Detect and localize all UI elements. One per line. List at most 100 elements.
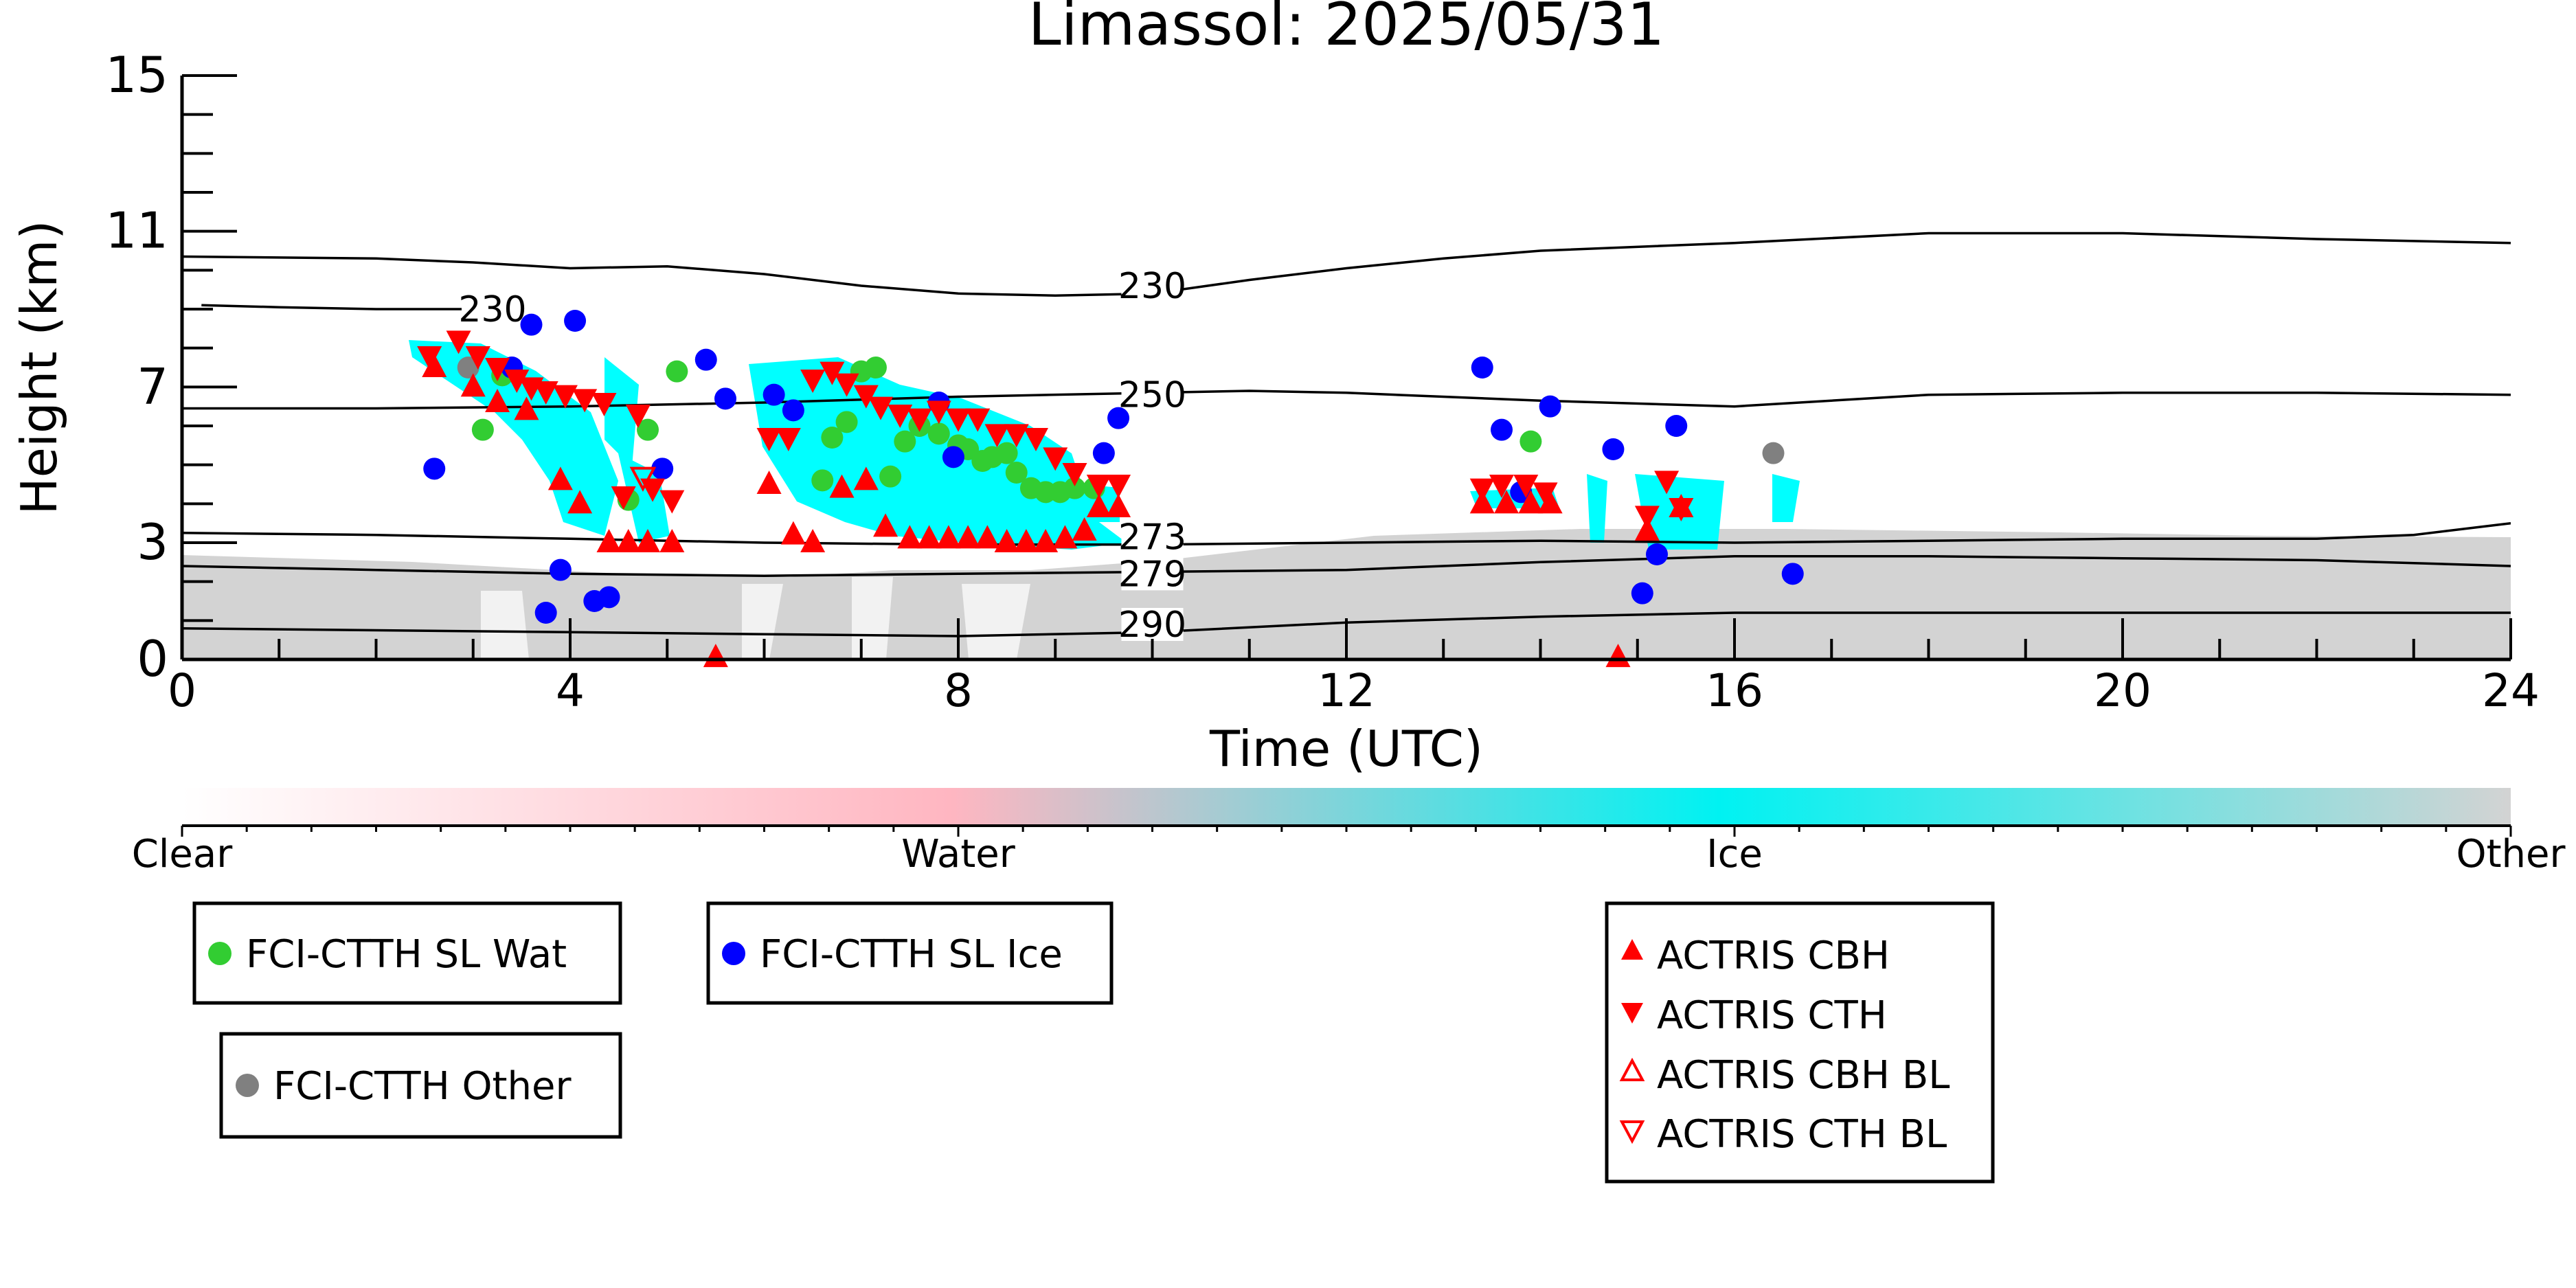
marker-fci-ctth-sl-ice (942, 446, 964, 468)
marker-actris-cbh (703, 644, 728, 668)
marker-fci-ctth-sl-wat (835, 411, 858, 433)
marker-actris-cth-bl (629, 466, 657, 492)
legend-label-water: FCI-CTTH SL Wat (246, 932, 567, 977)
marker-actris-cbh (615, 529, 641, 552)
legend-label-cth-bl: ACTRIS CTH BL (1657, 1112, 1947, 1157)
y-tick-label: 7 (137, 357, 168, 415)
y-tick-label: 15 (105, 46, 168, 104)
marker-actris-cth (1024, 428, 1048, 451)
x-tick-label: 20 (2094, 664, 2151, 717)
legend-label-ice: FCI-CTTH SL Ice (760, 932, 1063, 977)
colorbar-label-clear: Clear (132, 832, 233, 877)
marker-fci-ctth-sl-wat (995, 442, 1018, 464)
marker-actris-cbh (853, 466, 879, 490)
contour-label-bg (462, 293, 523, 326)
marker-fci-ctth-sl-wat (1063, 477, 1086, 499)
ice-cloud-region (749, 357, 1127, 550)
legend-label-other: FCI-CTTH Other (273, 1064, 572, 1109)
marker-fci-ctth-sl-wat (666, 360, 688, 383)
marker-actris-cth (417, 346, 442, 370)
marker-actris-cbh (780, 521, 806, 545)
marker-actris-cbh (1537, 490, 1563, 514)
marker-actris-cbh (1518, 490, 1544, 514)
x-tick-label: 4 (556, 664, 585, 717)
marker-fci-ctth-sl-ice (1602, 438, 1625, 460)
ice-cloud-region (1772, 474, 1800, 522)
marker-actris-cth (611, 486, 636, 510)
legend-marker-other (236, 1074, 259, 1097)
marker-actris-cth (1086, 475, 1111, 498)
marker-actris-cbh (635, 529, 660, 552)
marker-fci-ctth-sl-ice (1092, 442, 1115, 464)
legend-label-cbh-bl: ACTRIS CBH BL (1657, 1053, 1950, 1098)
marker-actris-cbh (1086, 494, 1111, 517)
marker-fci-ctth-sl-ice (1471, 357, 1493, 379)
marker-fci-ctth-sl-wat (894, 430, 916, 453)
marker-actris-cth (888, 405, 913, 428)
marker-actris-cth (1634, 506, 1660, 530)
marker-fci-ctth-sl-wat (821, 427, 844, 449)
marker-fci-ctth-sl-ice (564, 310, 587, 332)
marker-fci-ctth-sl-wat (1005, 462, 1028, 484)
marker-actris-cbh (1605, 644, 1631, 668)
marker-actris-cth (984, 424, 1010, 448)
marker-actris-cth (946, 408, 971, 432)
marker-actris-cth (485, 358, 510, 381)
marker-actris-cbh (936, 525, 961, 549)
marker-actris-cth (776, 428, 801, 451)
contour-line (201, 304, 473, 310)
marker-actris-cth (591, 393, 617, 416)
marker-actris-cth (625, 405, 651, 428)
marker-actris-cbh (975, 525, 1000, 549)
marker-actris-cth (853, 385, 879, 409)
legend-marker-cth (1621, 1003, 1643, 1024)
marker-fci-ctth-sl-wat (811, 469, 834, 492)
marker-fci-ctth-other (457, 357, 479, 379)
marker-actris-cbh (422, 354, 447, 377)
legend-marker-cth-bl (1619, 1120, 1645, 1144)
marker-actris-cbh (994, 529, 1019, 552)
marker-actris-cth (446, 330, 471, 354)
marker-actris-cth (1062, 463, 1087, 486)
plot-axes: 0 4 8 12 16 20 24 0 3 7 11 15 (105, 46, 2540, 717)
marker-actris-cth (552, 385, 578, 409)
marker-actris-cbh (514, 396, 539, 420)
marker-actris-cth (756, 428, 782, 451)
marker-fci-ctth-sl-ice (762, 383, 785, 406)
contour-line (182, 231, 2511, 297)
clear-gaps (481, 577, 1030, 659)
marker-actris-cbh (756, 471, 782, 494)
x-tick-label: 8 (944, 664, 973, 717)
marker-actris-cth (800, 370, 826, 393)
marker-actris-cbh (567, 490, 593, 514)
x-axis-label: Time (UTC) (1209, 720, 1483, 778)
marker-fci-ctth-sl-ice (549, 558, 572, 581)
marker-fci-ctth-other (1762, 442, 1785, 464)
marker-fci-ctth-sl-ice (1107, 407, 1130, 429)
colorbar-label-other: Other (2456, 832, 2566, 877)
y-tick-label: 11 (105, 202, 168, 260)
contour-label: 230 (1118, 266, 1186, 307)
x-tick-label: 12 (1318, 664, 1375, 717)
marker-actris-cbh (1072, 517, 1097, 541)
marker-fci-ctth-sl-ice (1665, 415, 1688, 437)
marker-actris-cth (926, 400, 951, 425)
marker-actris-cbh (547, 466, 573, 490)
marker-actris-cbh (1494, 490, 1519, 514)
marker-actris-cth (1533, 482, 1558, 506)
marker-actris-cth (965, 408, 991, 432)
marker-actris-cbh (1013, 529, 1039, 552)
marker-actris-cbh (829, 474, 855, 498)
marker-fci-ctth-sl-ice (1491, 418, 1513, 441)
ice-cloud-region (605, 357, 639, 467)
marker-fci-ctth-sl-wat (471, 418, 494, 441)
marker-actris-cbh (485, 389, 510, 412)
colorbar: Clear Water Ice Other (132, 788, 2566, 877)
marker-fci-ctth-sl-ice (1646, 543, 1668, 565)
colorbar-ticks (181, 826, 2512, 837)
marker-fci-ctth-sl-ice (651, 457, 674, 480)
x-tick-label: 0 (168, 664, 196, 717)
marker-actris-cth (659, 490, 685, 514)
legend-actris: ACTRIS CBH ACTRIS CTH ACTRIS CBH BL ACTR… (1605, 901, 1995, 1184)
marker-actris-cbh (1052, 525, 1078, 549)
